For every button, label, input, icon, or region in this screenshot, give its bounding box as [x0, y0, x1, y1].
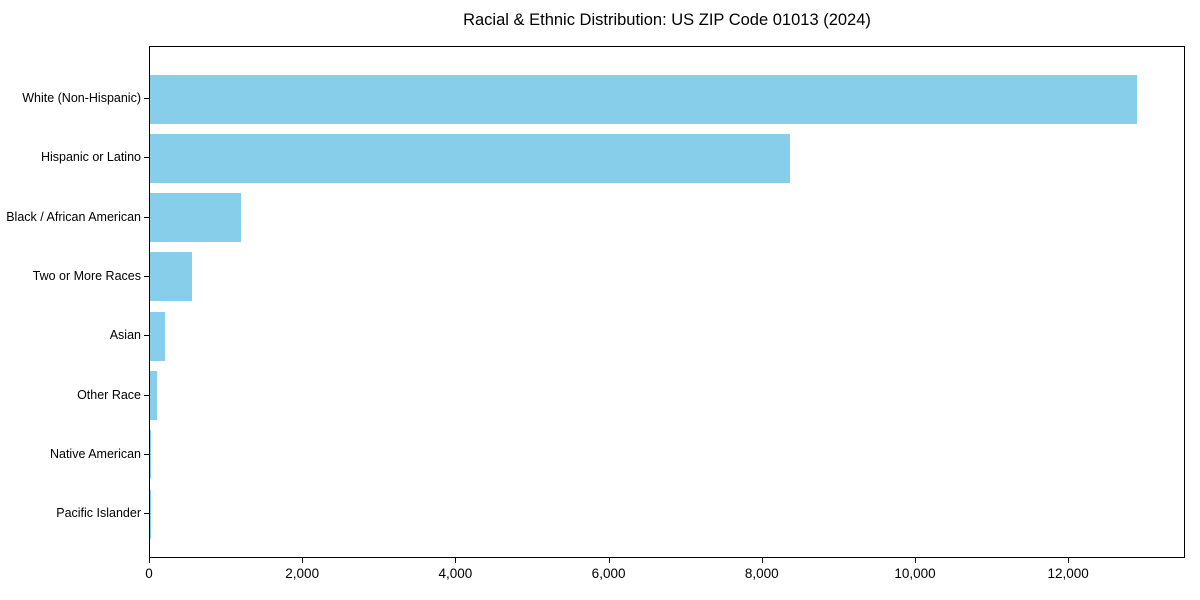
x-axis-tick-mark — [608, 558, 610, 563]
y-axis-label: Asian — [109, 328, 141, 343]
bar-hispanic-or-latino — [150, 133, 790, 183]
bar-white-non-hispanic — [150, 74, 1138, 124]
y-axis-label: Native American — [49, 446, 141, 461]
y-axis-tick-mark — [144, 513, 149, 515]
x-axis-tick-mark — [761, 558, 763, 563]
x-axis-tick-mark — [455, 558, 457, 563]
bar-black-african-american — [150, 193, 242, 243]
x-axis-label: 8,000 — [744, 566, 779, 581]
plot-area — [149, 46, 1185, 558]
y-axis-label: Pacific Islander — [56, 506, 141, 521]
x-axis-label: 0 — [145, 566, 153, 581]
x-axis-label: 2,000 — [285, 566, 320, 581]
y-axis-label: Other Race — [77, 387, 141, 402]
y-axis-label: Hispanic or Latino — [40, 150, 141, 165]
bar-two-or-more-races — [150, 252, 193, 302]
y-axis-tick-mark — [144, 275, 149, 277]
bar-asian — [150, 311, 166, 361]
y-axis-tick-mark — [144, 453, 149, 455]
y-axis-tick-mark — [144, 216, 149, 218]
y-axis-tick-mark — [144, 98, 149, 99]
y-axis-label: Black / African American — [6, 209, 141, 224]
y-axis-tick-mark — [144, 394, 149, 396]
x-axis-label: 12,000 — [1047, 566, 1089, 581]
x-axis-label: 10,000 — [894, 566, 936, 581]
x-axis-tick-mark — [302, 558, 304, 563]
x-axis-tick-mark — [149, 558, 150, 563]
y-axis-tick-mark — [144, 157, 149, 159]
x-axis-tick-mark — [1068, 558, 1070, 563]
bar-native-american — [150, 430, 152, 480]
x-axis-label: 6,000 — [591, 566, 626, 581]
chart-title: Racial & Ethnic Distribution: US ZIP Cod… — [463, 11, 871, 29]
x-axis-label: 4,000 — [438, 566, 473, 581]
bar-other-race — [150, 371, 157, 420]
y-axis-label: White (Non-Hispanic) — [22, 91, 141, 105]
x-axis-tick-mark — [914, 558, 916, 563]
y-axis-tick-mark — [144, 335, 149, 337]
y-axis-label: Two or More Races — [32, 268, 141, 283]
